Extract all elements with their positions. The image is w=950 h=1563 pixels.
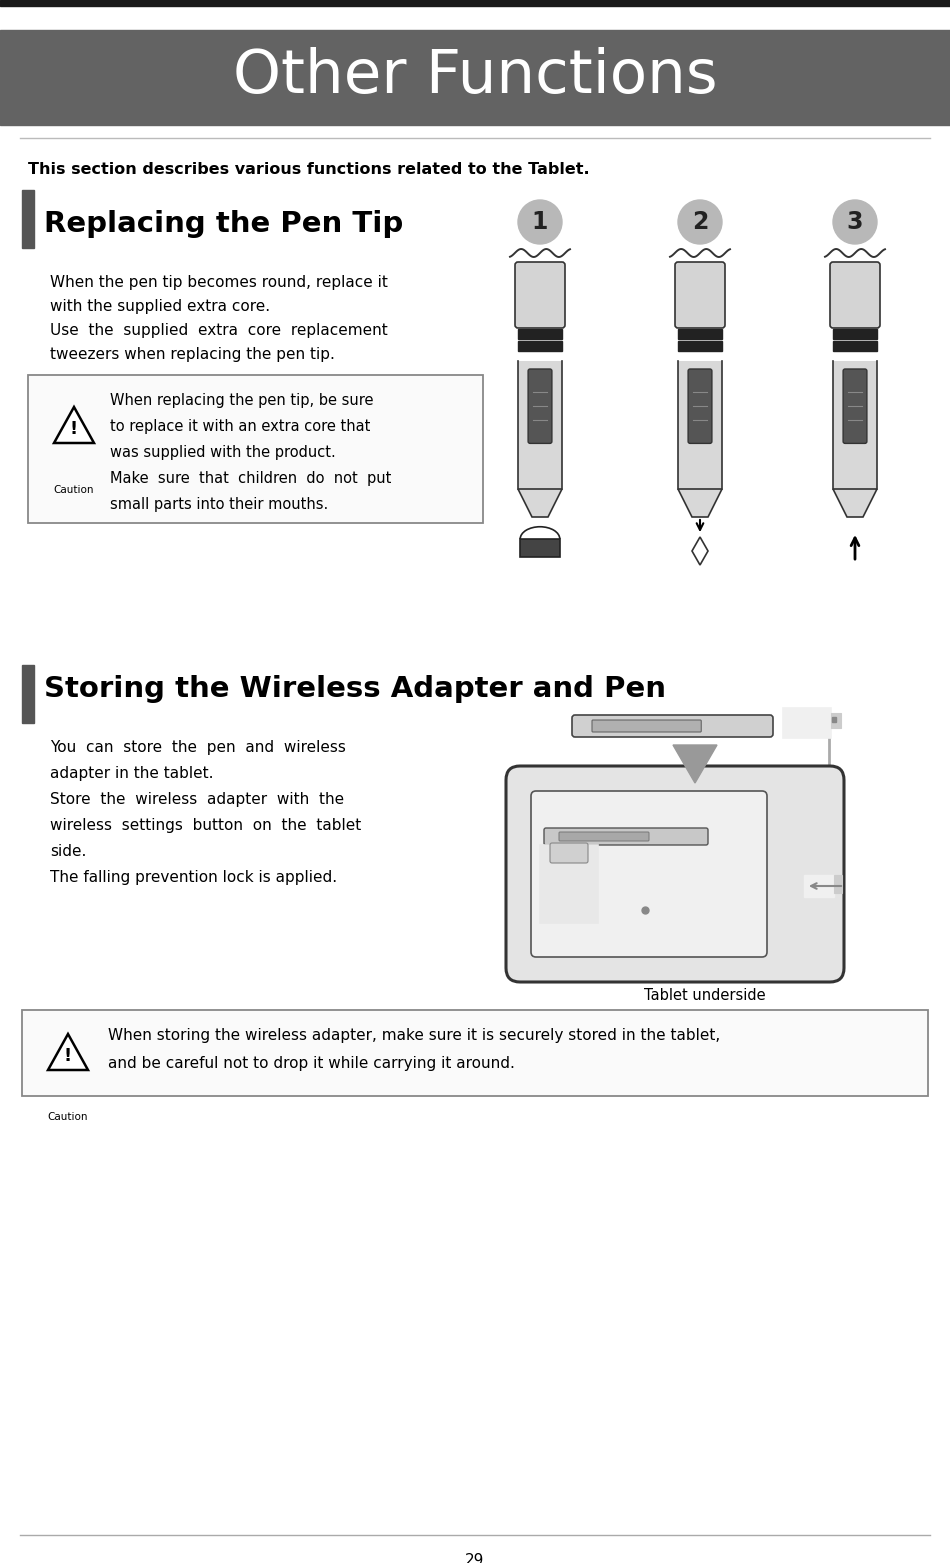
- Bar: [833, 341, 877, 352]
- FancyBboxPatch shape: [843, 369, 867, 444]
- Text: You  can  store  the  pen  and  wireless: You can store the pen and wireless: [50, 739, 346, 755]
- Text: Other Functions: Other Functions: [233, 47, 717, 106]
- Text: Tablet underside: Tablet underside: [644, 988, 766, 1003]
- FancyBboxPatch shape: [572, 714, 773, 738]
- FancyBboxPatch shape: [830, 263, 880, 328]
- Text: and be careful not to drop it while carrying it around.: and be careful not to drop it while carr…: [108, 1057, 515, 1071]
- Text: was supplied with the product.: was supplied with the product.: [110, 445, 335, 460]
- Bar: [831, 713, 841, 727]
- Bar: [0, 30, 950, 125]
- Bar: [678, 361, 722, 489]
- Text: When the pen tip becomes round, replace it: When the pen tip becomes round, replace …: [50, 275, 388, 291]
- FancyBboxPatch shape: [531, 791, 767, 957]
- Text: Replacing the Pen Tip: Replacing the Pen Tip: [44, 209, 403, 238]
- FancyBboxPatch shape: [22, 1010, 928, 1096]
- Text: Storing the Wireless Adapter and Pen: Storing the Wireless Adapter and Pen: [44, 675, 666, 703]
- Text: to replace it with an extra core that: to replace it with an extra core that: [110, 419, 370, 435]
- FancyBboxPatch shape: [675, 263, 725, 328]
- Bar: [832, 716, 836, 722]
- Polygon shape: [48, 1035, 88, 1071]
- FancyBboxPatch shape: [528, 369, 552, 444]
- Bar: [834, 875, 842, 892]
- Text: 2: 2: [692, 209, 708, 234]
- Text: Make  sure  that  children  do  not  put: Make sure that children do not put: [110, 470, 391, 486]
- Text: When storing the wireless adapter, make sure it is securely stored in the tablet: When storing the wireless adapter, make …: [108, 1028, 720, 1043]
- Circle shape: [833, 200, 877, 244]
- FancyBboxPatch shape: [688, 369, 712, 444]
- Bar: [518, 341, 562, 352]
- Text: wireless  settings  button  on  the  tablet: wireless settings button on the tablet: [50, 817, 361, 833]
- Bar: [678, 341, 722, 352]
- Polygon shape: [673, 746, 717, 783]
- Polygon shape: [54, 406, 94, 442]
- Bar: [804, 875, 834, 897]
- Text: side.: side.: [50, 844, 86, 860]
- FancyBboxPatch shape: [550, 842, 588, 863]
- Text: Caution: Caution: [54, 485, 94, 495]
- Text: tweezers when replacing the pen tip.: tweezers when replacing the pen tip.: [50, 347, 334, 363]
- Bar: [833, 328, 877, 339]
- Text: with the supplied extra core.: with the supplied extra core.: [50, 299, 270, 314]
- Text: !: !: [64, 1047, 72, 1064]
- Text: 3: 3: [846, 209, 864, 234]
- Text: Use  the  supplied  extra  core  replacement: Use the supplied extra core replacement: [50, 324, 388, 338]
- Polygon shape: [518, 489, 562, 517]
- Bar: [540, 846, 598, 924]
- Circle shape: [678, 200, 722, 244]
- Bar: [22, 664, 34, 724]
- Text: !: !: [70, 419, 78, 438]
- FancyBboxPatch shape: [515, 263, 565, 328]
- Bar: [518, 361, 562, 489]
- Bar: [0, 0, 950, 6]
- Text: When replacing the pen tip, be sure: When replacing the pen tip, be sure: [110, 392, 373, 408]
- FancyBboxPatch shape: [559, 832, 649, 841]
- Bar: [22, 191, 34, 249]
- Polygon shape: [692, 538, 708, 564]
- Bar: [783, 708, 831, 738]
- Text: small parts into their mouths.: small parts into their mouths.: [110, 497, 329, 513]
- Circle shape: [518, 200, 562, 244]
- Polygon shape: [678, 489, 722, 517]
- Text: adapter in the tablet.: adapter in the tablet.: [50, 766, 214, 782]
- FancyBboxPatch shape: [506, 766, 844, 982]
- Bar: [518, 328, 562, 339]
- Text: Store  the  wireless  adapter  with  the: Store the wireless adapter with the: [50, 792, 344, 807]
- Text: The falling prevention lock is applied.: The falling prevention lock is applied.: [50, 871, 337, 885]
- FancyBboxPatch shape: [28, 375, 483, 524]
- FancyBboxPatch shape: [592, 721, 701, 731]
- Text: 29: 29: [466, 1554, 484, 1563]
- Text: Caution: Caution: [48, 1111, 88, 1122]
- Bar: [833, 361, 877, 489]
- Bar: [678, 328, 722, 339]
- Text: This section describes various functions related to the Tablet.: This section describes various functions…: [28, 163, 590, 177]
- Polygon shape: [833, 489, 877, 517]
- Text: 1: 1: [532, 209, 548, 234]
- FancyBboxPatch shape: [544, 828, 708, 846]
- Polygon shape: [521, 539, 560, 556]
